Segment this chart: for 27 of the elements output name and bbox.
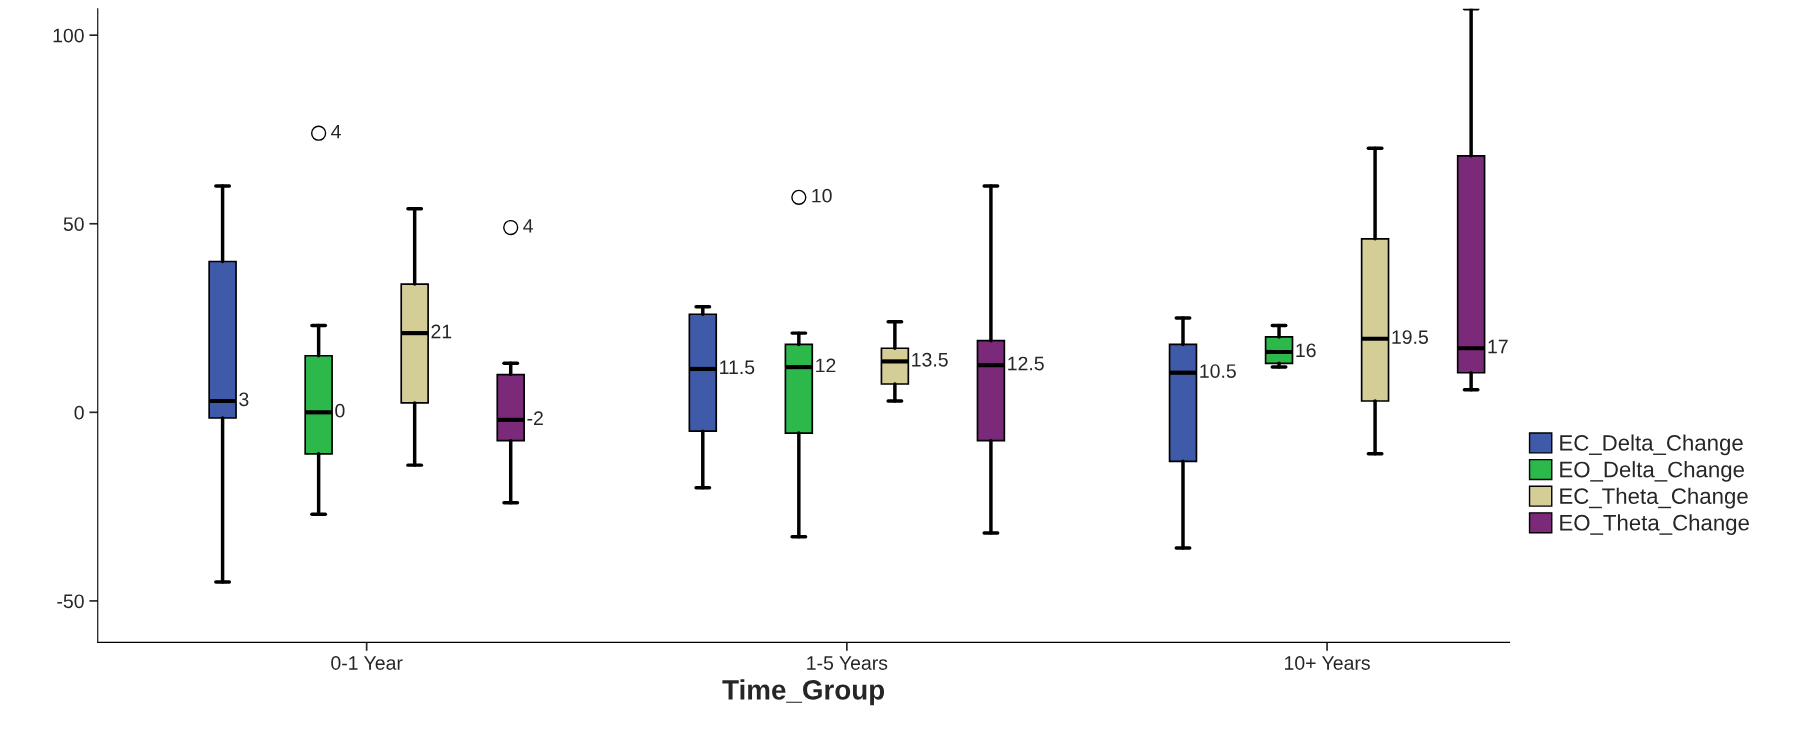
legend-label: EC_Theta_Change (1560, 487, 1748, 509)
annotation: 4 (331, 124, 341, 139)
x-axis-title: Time_Group (722, 679, 885, 706)
text: 12.5 (1008, 356, 1044, 371)
x-tick-label: 10+ Years (1285, 656, 1370, 670)
text: 19.5 (1392, 330, 1428, 344)
text: 17 (1488, 339, 1508, 354)
annotation: 10 (812, 188, 832, 203)
y-tick-label: -50 (57, 594, 84, 609)
y-tick-label: 100 (53, 28, 84, 43)
y-tick-label: 0 (74, 405, 84, 420)
text: 11.5 (720, 360, 755, 375)
text: 3 (239, 392, 249, 407)
text: 12 (816, 358, 836, 373)
text: 0 (335, 403, 345, 418)
text: 21 (431, 324, 452, 339)
annotation: 4 (523, 219, 533, 233)
legend-label: EO_Theta_Change (1560, 514, 1749, 535)
text: 16 (1296, 343, 1316, 358)
legend-label: EO_Delta_Change (1560, 461, 1744, 482)
x-tick-label: 1-5 Years (807, 656, 888, 670)
x-tick-label: 0-1 Year (331, 656, 403, 670)
y-tick-label: 50 (63, 217, 84, 231)
text: -2 (527, 411, 543, 425)
legend-label: EC_Delta_Change (1560, 434, 1743, 456)
text: 13.5 (912, 352, 948, 367)
text: 10.5 (1200, 364, 1236, 378)
